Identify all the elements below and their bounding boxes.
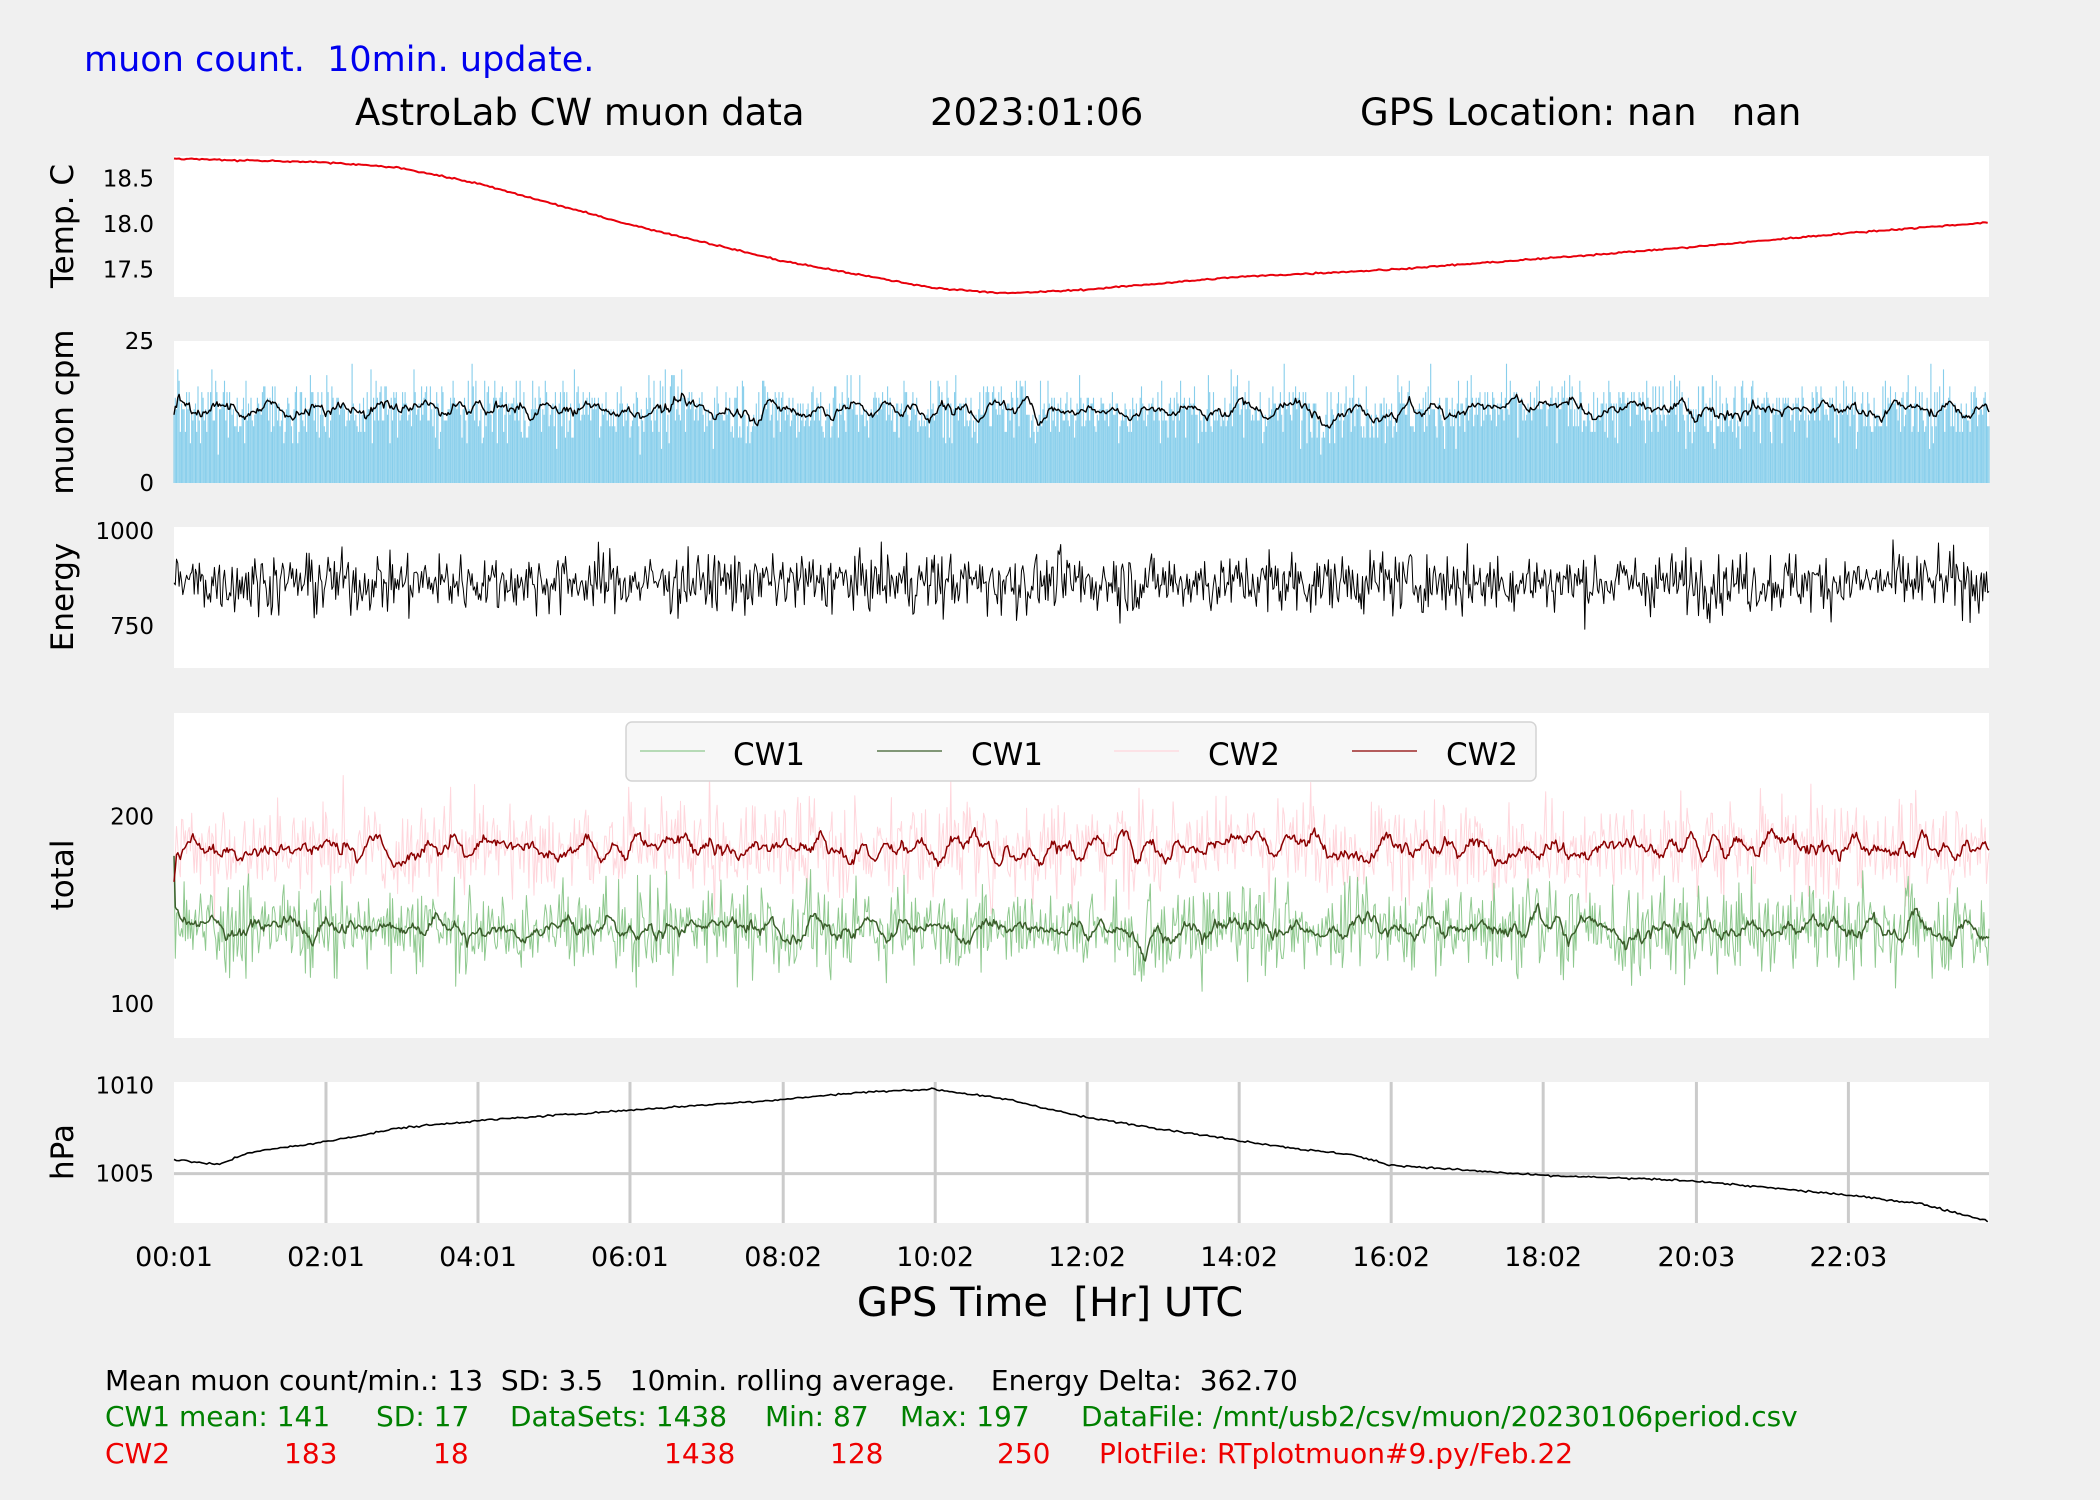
- cw1-sd: SD: 17: [376, 1400, 470, 1433]
- xtick-label: 04:01: [439, 1242, 517, 1273]
- xtick-label: 00:01: [135, 1242, 213, 1273]
- pressure-grid: [174, 1082, 1989, 1223]
- cw1-mean: CW1 mean: 141: [105, 1400, 331, 1433]
- ytick-label: 17.5: [103, 258, 154, 284]
- xtick-label: 06:01: [591, 1242, 669, 1273]
- muon-panel: [174, 341, 1989, 483]
- ytick-label: 0: [139, 471, 154, 497]
- ytick-label: 1000: [95, 519, 154, 545]
- cw2-mean: 183: [284, 1437, 338, 1470]
- ytick-label: 25: [125, 329, 154, 355]
- cw2-min: 128: [830, 1437, 884, 1470]
- xtick-label: 02:01: [287, 1242, 365, 1273]
- cw1-max: Max: 197: [900, 1400, 1030, 1433]
- cw1-datafile: DataFile: /mnt/usb2/csv/muon/20230106per…: [1081, 1400, 1798, 1433]
- cw1-datasets: DataSets: 1438: [510, 1400, 728, 1433]
- cw1-rolling-line: [173, 855, 1990, 962]
- cw2-datasets: 1438: [664, 1437, 736, 1470]
- xtick-label: 20:03: [1658, 1242, 1736, 1273]
- y-axis-label: total: [45, 840, 81, 911]
- pressure-line: [173, 1087, 1989, 1223]
- xtick-label: 22:03: [1810, 1242, 1888, 1273]
- ytick-label: 1005: [95, 1162, 154, 1188]
- y-axis-label: muon cpm: [45, 329, 81, 494]
- chart-title: AstroLab CW muon data: [355, 91, 805, 134]
- x-axis-label: GPS Time [Hr] UTC: [856, 1280, 1244, 1326]
- xtick-label: 18:02: [1504, 1242, 1582, 1273]
- chart-date: 2023:01:06: [930, 91, 1144, 134]
- xtick-label: 10:02: [896, 1242, 974, 1273]
- stats-line-muon: Mean muon count/min.: 13 SD: 3.5 10min. …: [105, 1364, 1298, 1397]
- pressure-panel: [174, 1082, 1989, 1223]
- ytick-label: 100: [110, 992, 154, 1018]
- legend-label-cw2-raw: CW2: [1208, 737, 1281, 773]
- ytick-label: 200: [110, 804, 154, 830]
- cw2-raw-line: [173, 770, 1990, 922]
- ytick-label: 18.5: [103, 167, 154, 193]
- xtick-label: 08:02: [744, 1242, 822, 1273]
- gps-location: GPS Location: nan nan: [1360, 91, 1802, 134]
- muon-count-bars: [173, 363, 1990, 483]
- ytick-label: 18.0: [103, 212, 154, 238]
- cw1-raw-line: [173, 855, 1990, 992]
- legend-label-cw1-avg: CW1: [971, 737, 1044, 773]
- temperature-panel: [174, 156, 1989, 297]
- legend-box: [625, 721, 1537, 782]
- xtick-label: 16:02: [1352, 1242, 1430, 1273]
- cw1-min: Min: 87: [765, 1400, 869, 1433]
- legend-label-cw1-raw: CW1: [733, 737, 806, 773]
- cw2-sd: 18: [433, 1437, 469, 1470]
- update-label: muon count. 10min. update.: [84, 40, 595, 80]
- y-axis-label: hPa: [45, 1124, 81, 1180]
- cw2-max: 250: [997, 1437, 1051, 1470]
- y-axis-label: Temp. C: [45, 164, 81, 289]
- temperature-line: [173, 157, 1988, 295]
- cw2-rolling-line: [173, 827, 1990, 882]
- y-axis-label: Energy: [45, 543, 81, 652]
- legend-label-cw2-avg: CW2: [1446, 737, 1519, 773]
- xtick-label: 14:02: [1200, 1242, 1278, 1273]
- legend: [625, 721, 1537, 782]
- cw2-plotfile: PlotFile: RTplotmuon#9.py/Feb.22: [1099, 1437, 1574, 1470]
- ytick-label: 1010: [95, 1074, 154, 1100]
- ytick-label: 750: [110, 614, 154, 640]
- cw2-label: CW2: [105, 1437, 171, 1470]
- muon-rolling-average: [173, 392, 1990, 429]
- plot-data: [173, 157, 1990, 1223]
- energy-line: [173, 539, 1990, 630]
- xtick-label: 12:02: [1048, 1242, 1126, 1273]
